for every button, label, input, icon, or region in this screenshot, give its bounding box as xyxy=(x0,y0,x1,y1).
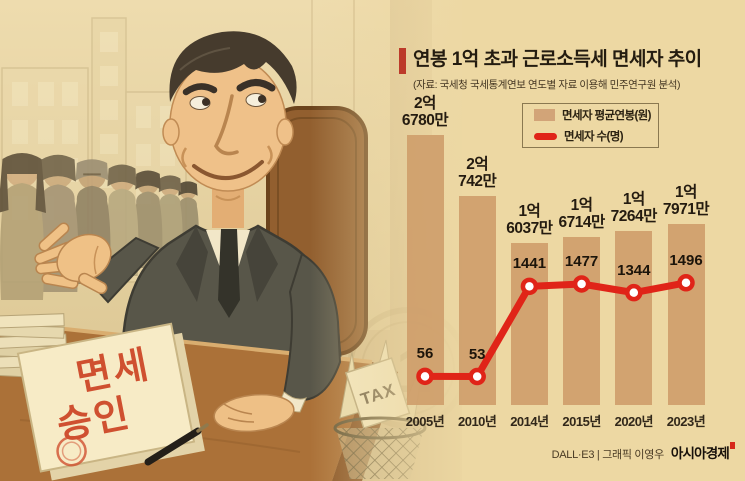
credit-text: DALL·E3 | 그래픽 이영우 xyxy=(551,449,665,461)
line-value-label: 1441 xyxy=(512,255,547,273)
bar xyxy=(406,135,444,405)
bar-legend-swatch xyxy=(534,109,555,121)
line-legend-label: 면세자 수(명) xyxy=(564,131,624,143)
queue-of-people xyxy=(0,153,199,300)
bar-value-label: 1억 7971만 xyxy=(662,184,710,219)
x-axis-label: 2005년 xyxy=(405,414,445,429)
bar-value-label: 1억 6714만 xyxy=(558,197,605,232)
hair xyxy=(169,31,297,104)
x-axis-label: 2014년 xyxy=(510,414,549,429)
bar xyxy=(615,231,653,405)
bar-legend-label: 면세자 평균연봉(원) xyxy=(562,110,652,122)
approval-document: 면세 승인 xyxy=(16,322,205,481)
fountain-pen xyxy=(144,423,209,466)
x-axis-label: 2023년 xyxy=(666,414,706,429)
x-axis-label: 2015년 xyxy=(562,414,601,429)
brand-name: 아시아경제 xyxy=(670,446,730,461)
credit-line: DALL·E3 | 그래픽 이영우 아시아경제 xyxy=(552,442,735,462)
bar xyxy=(458,196,496,405)
bar-value-label: 2억 742만 xyxy=(458,156,497,191)
necktie xyxy=(218,229,240,318)
bar-value-label: 1억 6037만 xyxy=(506,203,553,238)
line-value-label: 1496 xyxy=(669,251,703,269)
x-axis-label: 2010년 xyxy=(457,414,497,429)
line-value-label: 56 xyxy=(416,345,434,363)
legend-item-line: 면세자 수(명) xyxy=(534,128,658,144)
chart-source: (자료: 국세청 국세통계연보 연도별 자료 이용해 민주연구원 분석) xyxy=(413,79,681,91)
chart-title: 연봉 1억 초과 근로소득세 면세자 추이 xyxy=(413,49,702,70)
line-value-label: 1344 xyxy=(617,261,651,279)
x-axis-label: 2020년 xyxy=(614,414,654,429)
bar-value-label: 2억 6780만 xyxy=(401,95,449,130)
title-accent-bar xyxy=(399,48,406,74)
chart-legend: 면세자 평균연봉(원) 면세자 수(명) xyxy=(522,103,659,148)
line-legend-swatch xyxy=(534,132,557,140)
legend-item-bar: 면세자 평균연봉(원) xyxy=(534,107,658,123)
bar-value-label: 1억 7264만 xyxy=(610,191,658,226)
line-value-label: 53 xyxy=(468,345,486,363)
asiae-logo-mark xyxy=(730,442,735,449)
chart-header: 연봉 1억 초과 근로소득세 면세자 추이 (자료: 국세청 국세통계연보 연도… xyxy=(399,48,744,92)
line-value-label: 1477 xyxy=(564,252,599,270)
